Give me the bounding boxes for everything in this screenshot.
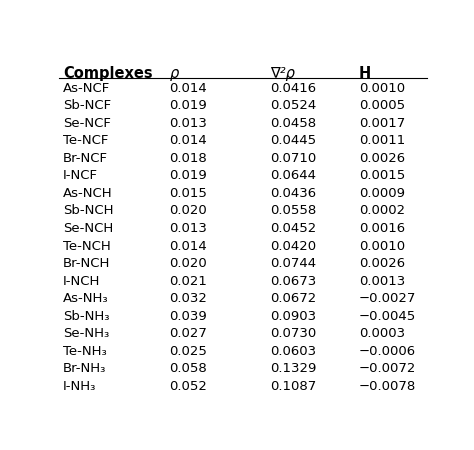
Text: 0.0416: 0.0416 <box>271 81 317 94</box>
Text: As-NCH: As-NCH <box>63 187 112 200</box>
Text: 0.0603: 0.0603 <box>271 345 317 358</box>
Text: 0.025: 0.025 <box>169 345 207 358</box>
Text: 0.0672: 0.0672 <box>271 292 317 305</box>
Text: I-NH₃: I-NH₃ <box>63 380 96 393</box>
Text: 0.015: 0.015 <box>169 187 207 200</box>
Text: 0.0558: 0.0558 <box>271 204 317 217</box>
Text: I-NCH: I-NCH <box>63 274 100 288</box>
Text: 0.0710: 0.0710 <box>271 152 317 165</box>
Text: 0.0015: 0.0015 <box>359 169 405 182</box>
Text: 0.0011: 0.0011 <box>359 134 405 147</box>
Text: −0.0078: −0.0078 <box>359 380 416 393</box>
Text: Se-NCF: Se-NCF <box>63 117 111 130</box>
Text: 0.039: 0.039 <box>169 310 207 323</box>
Text: 0.0026: 0.0026 <box>359 152 405 165</box>
Text: Br-NCH: Br-NCH <box>63 257 110 270</box>
Text: 0.0026: 0.0026 <box>359 257 405 270</box>
Text: 0.020: 0.020 <box>169 204 207 217</box>
Text: 0.032: 0.032 <box>169 292 207 305</box>
Text: 0.013: 0.013 <box>169 222 207 235</box>
Text: 0.0673: 0.0673 <box>271 274 317 288</box>
Text: 0.0009: 0.0009 <box>359 187 405 200</box>
Text: 0.1087: 0.1087 <box>271 380 317 393</box>
Text: 0.018: 0.018 <box>169 152 207 165</box>
Text: 0.013: 0.013 <box>169 117 207 130</box>
Text: 0.027: 0.027 <box>169 328 207 340</box>
Text: 0.0017: 0.0017 <box>359 117 405 130</box>
Text: −0.0006: −0.0006 <box>359 345 416 358</box>
Text: Se-NH₃: Se-NH₃ <box>63 328 109 340</box>
Text: I-NCF: I-NCF <box>63 169 98 182</box>
Text: −0.0045: −0.0045 <box>359 310 416 323</box>
Text: −0.0027: −0.0027 <box>359 292 416 305</box>
Text: 0.0458: 0.0458 <box>271 117 317 130</box>
Text: Sb-NH₃: Sb-NH₃ <box>63 310 109 323</box>
Text: 0.021: 0.021 <box>169 274 207 288</box>
Text: Complexes: Complexes <box>63 66 153 81</box>
Text: 0.0002: 0.0002 <box>359 204 405 217</box>
Text: 0.0420: 0.0420 <box>271 239 317 252</box>
Text: ∇²ρ: ∇²ρ <box>271 66 295 81</box>
Text: Te-NH₃: Te-NH₃ <box>63 345 107 358</box>
Text: 0.1329: 0.1329 <box>271 363 317 375</box>
Text: As-NCF: As-NCF <box>63 81 110 94</box>
Text: 0.0644: 0.0644 <box>271 169 317 182</box>
Text: ρ: ρ <box>169 66 179 81</box>
Text: Br-NCF: Br-NCF <box>63 152 108 165</box>
Text: 0.0013: 0.0013 <box>359 274 405 288</box>
Text: 0.0445: 0.0445 <box>271 134 317 147</box>
Text: 0.0903: 0.0903 <box>271 310 317 323</box>
Text: 0.014: 0.014 <box>169 81 207 94</box>
Text: Br-NH₃: Br-NH₃ <box>63 363 106 375</box>
Text: 0.0016: 0.0016 <box>359 222 405 235</box>
Text: −0.0072: −0.0072 <box>359 363 416 375</box>
Text: 0.0730: 0.0730 <box>271 328 317 340</box>
Text: 0.014: 0.014 <box>169 239 207 252</box>
Text: 0.0436: 0.0436 <box>271 187 317 200</box>
Text: 0.0005: 0.0005 <box>359 99 405 112</box>
Text: Se-NCH: Se-NCH <box>63 222 113 235</box>
Text: 0.0452: 0.0452 <box>271 222 317 235</box>
Text: 0.0003: 0.0003 <box>359 328 405 340</box>
Text: 0.020: 0.020 <box>169 257 207 270</box>
Text: 0.0010: 0.0010 <box>359 239 405 252</box>
Text: As-NH₃: As-NH₃ <box>63 292 109 305</box>
Text: 0.058: 0.058 <box>169 363 207 375</box>
Text: 0.0010: 0.0010 <box>359 81 405 94</box>
Text: 0.052: 0.052 <box>169 380 207 393</box>
Text: H: H <box>359 66 371 81</box>
Text: Te-NCF: Te-NCF <box>63 134 108 147</box>
Text: 0.0744: 0.0744 <box>271 257 317 270</box>
Text: 0.0524: 0.0524 <box>271 99 317 112</box>
Text: Te-NCH: Te-NCH <box>63 239 110 252</box>
Text: 0.019: 0.019 <box>169 169 207 182</box>
Text: Sb-NCH: Sb-NCH <box>63 204 113 217</box>
Text: 0.019: 0.019 <box>169 99 207 112</box>
Text: 0.014: 0.014 <box>169 134 207 147</box>
Text: Sb-NCF: Sb-NCF <box>63 99 111 112</box>
